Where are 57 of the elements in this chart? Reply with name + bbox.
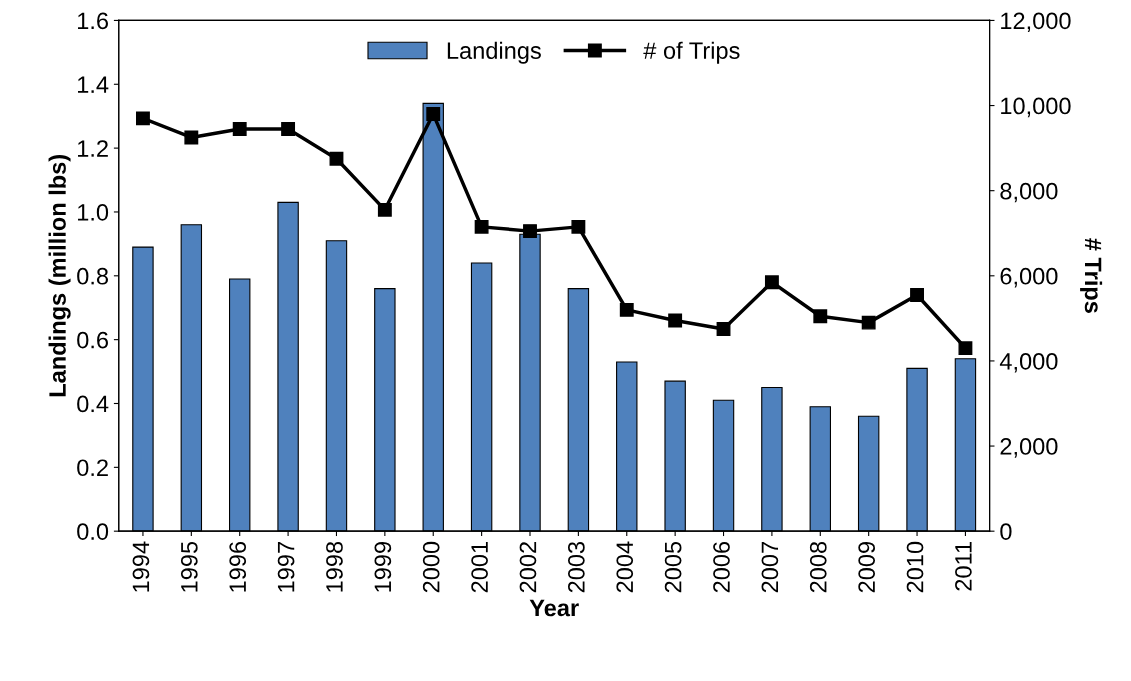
y-tick-label: 0.6	[77, 331, 108, 349]
x-tick-label: 2000	[422, 541, 440, 593]
y-tick-label: 0.2	[77, 459, 108, 477]
x-tick-label: 2008	[809, 541, 827, 593]
point	[232, 122, 247, 136]
x-tick-label: 1997	[277, 542, 295, 592]
y-tick-label: 1.0	[78, 204, 109, 221]
y-tick-label: 0.0	[77, 523, 109, 540]
y-tick-label: 0.4	[77, 395, 109, 413]
legend-label: # of Trips	[643, 41, 740, 64]
point	[377, 202, 392, 217]
point	[861, 315, 876, 330]
y-tick-label: 1.6	[78, 12, 108, 30]
point	[426, 107, 441, 122]
x-tick-label: 2011	[955, 542, 972, 591]
x-tick-label: 1995	[180, 541, 198, 592]
x-tick-label: 2005	[664, 541, 682, 593]
y-tick-label: 1.4	[78, 76, 109, 93]
point	[958, 341, 973, 356]
y2-tick-label: 6,000	[1000, 267, 1058, 288]
point	[329, 151, 344, 166]
x-tick-label: 2003	[568, 541, 585, 593]
y-tick-label: 0.8	[77, 267, 109, 285]
y2-tick-label: 4,000	[999, 353, 1058, 373]
y2-tick-label: 0	[1000, 523, 1012, 540]
point	[764, 275, 779, 290]
x-tick-label: 2004	[616, 541, 634, 593]
y-tick-label: 1.2	[78, 140, 108, 157]
x-tick-label: 1994	[132, 541, 150, 592]
point	[523, 224, 537, 239]
y-axis-title: Landings (million lbs)	[48, 154, 71, 397]
x-tick-label: 1999	[374, 542, 392, 592]
x-tick-label: 2001	[471, 542, 488, 593]
y2-tick-label: 2,000	[1000, 438, 1058, 458]
point	[571, 219, 586, 234]
point	[619, 302, 634, 317]
x-tick-label: 2010	[906, 541, 924, 593]
point	[184, 130, 199, 145]
y2-tick-label: 10,000	[1001, 97, 1071, 118]
x-tick-label: 2006	[713, 541, 730, 593]
x-tick-label: 2002	[519, 542, 537, 593]
point	[716, 322, 731, 336]
x-tick-label: 1998	[326, 541, 343, 592]
point	[668, 313, 683, 328]
y2-tick-label: 8,000	[1000, 182, 1058, 203]
point	[136, 111, 150, 126]
point	[813, 309, 828, 324]
y2-axis-title: # Trips	[1080, 238, 1103, 313]
x-tick-label: 2009	[858, 542, 876, 593]
y2-tick-label: 12,000	[1001, 12, 1071, 33]
x-axis-title: Year	[529, 599, 579, 617]
point	[474, 219, 489, 234]
point	[281, 122, 296, 136]
x-tick-label: 2007	[761, 542, 779, 593]
legend-label: Landings	[447, 41, 541, 64]
x-tick-label: 1996	[229, 541, 247, 592]
point	[910, 288, 924, 302]
